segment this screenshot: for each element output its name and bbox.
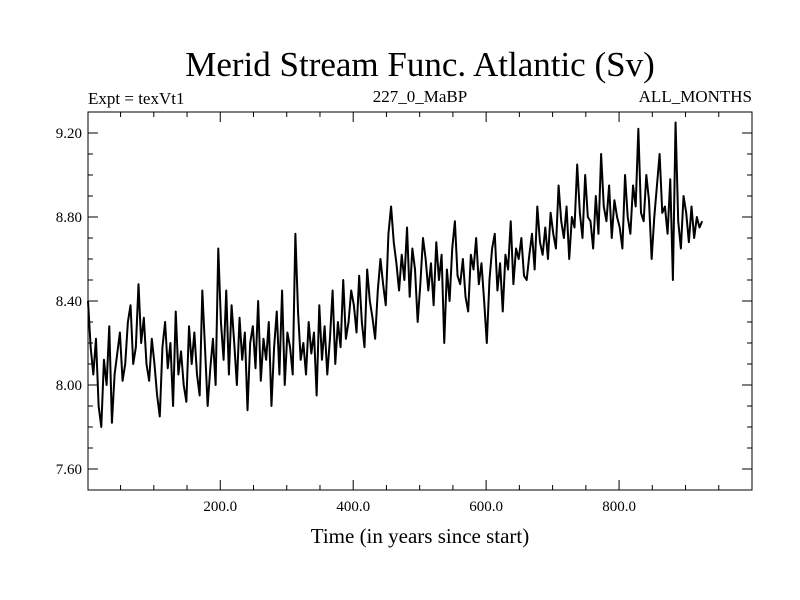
y-tick-label: 9.20 [56,126,82,142]
subtitle-right: ALL_MONTHS [639,87,752,106]
series-line [87,121,704,428]
x-tick-label: 600.0 [469,499,503,515]
axis-tick-labels: 7.60 8.00 8.40 8.80 9.20 200.0 400.0 600.0 800.0 [56,126,636,515]
x-axis-label: Time (in years since start) [311,524,530,548]
x-tick-label: 200.0 [203,499,237,515]
chart-title: Merid Stream Func. Atlantic (Sv) [185,45,655,84]
y-tick-label: 7.60 [56,462,82,478]
subtitle-left: Expt = texVt1 [88,89,184,108]
plot-frame [87,111,753,491]
subtitle-center: 227_0_MaBP [373,87,467,106]
x-tick-label: 800.0 [602,499,636,515]
x-tick-label: 400.0 [336,499,370,515]
y-tick-label: 8.40 [56,294,82,310]
y-tick-label: 8.00 [56,378,82,394]
y-tick-label: 8.80 [56,210,82,226]
